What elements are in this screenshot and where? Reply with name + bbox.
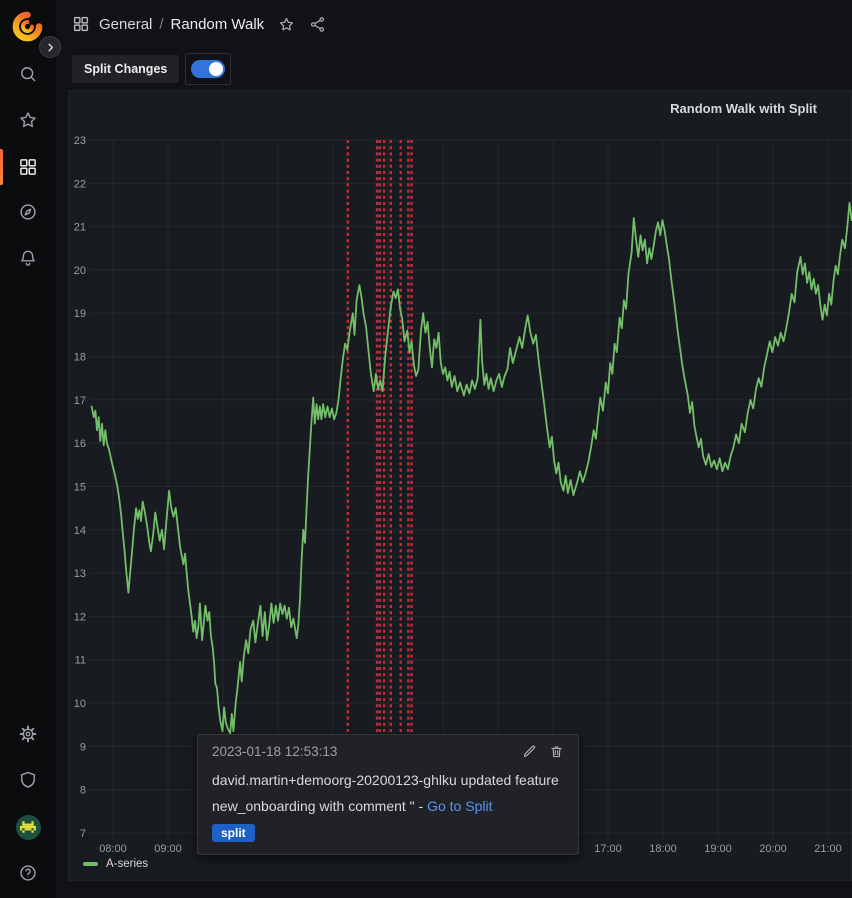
toggle-knob [209,62,224,76]
sidebar [0,0,56,898]
panel-title[interactable]: Random Walk with Split [670,101,817,116]
toggle-pill [191,60,226,78]
annotation-text: david.martin+demoorg-20200123-ghlku upda… [212,767,564,819]
y-tick-label: 19 [74,308,86,320]
y-tick-label: 10 [74,698,86,710]
annotation-tooltip: 2023-01-18 12:53:13 david.martin+demoorg… [197,734,579,855]
series-line-a-series [90,201,852,735]
dashboard-controls-row: Split Changes [56,48,852,90]
explore-compass-icon[interactable] [0,192,56,232]
annotation-timestamp: 2023-01-18 12:53:13 [212,744,338,759]
chevron-right-icon [47,43,53,51]
help-icon[interactable] [0,853,56,893]
breadcrumb-dashboard-title[interactable]: Random Walk [170,15,265,33]
y-tick-label: 12 [74,611,86,623]
split-changes-toggle[interactable] [185,53,232,85]
annotation-tooltip-header: 2023-01-18 12:53:13 [212,744,564,759]
annotation-text-line1: david.martin+demoorg-20200123-ghlku upda… [212,772,559,788]
x-tick-label: 21:00 [814,843,842,855]
profile-avatar[interactable] [0,807,56,847]
legend-item-a-series[interactable]: A-series [83,858,148,870]
breadcrumb-separator: / [159,15,164,33]
timeseries-chart[interactable]: 7 8 9 10 11 12 13 14 15 16 17 18 19 20 21 22 23 08:00 09:0… [69,91,852,855]
avatar-invader-icon [15,814,41,840]
trash-icon [551,746,562,758]
active-section-indicator [0,149,3,185]
y-tick-label: 23 [74,135,86,147]
y-tick-label: 22 [74,178,86,190]
x-tick-label: 18:00 [649,843,677,855]
y-tick-label: 11 [75,655,86,667]
starred-icon[interactable] [0,100,56,140]
breadcrumb-folder[interactable]: General [99,15,153,33]
legend-color-swatch [83,862,98,866]
y-tick-label: 7 [80,828,86,840]
star-dashboard-icon[interactable] [278,16,295,33]
y-tick-label: 21 [74,222,86,234]
x-tick-label: 09:00 [154,843,182,855]
top-navbar: General / Random Walk [56,0,852,48]
alerting-bell-icon[interactable] [0,238,56,278]
search-icon[interactable] [0,54,56,94]
annotation-text-line2: new_onboarding with comment " - [212,798,428,814]
dashboards-grid-icon [72,15,90,33]
share-dashboard-icon[interactable] [309,16,326,33]
y-tick-label: 13 [74,568,86,580]
timeseries-panel: 7 8 9 10 11 12 13 14 15 16 17 18 19 20 21 22 23 08:00 09:0… [68,90,852,881]
x-tick-label: 20:00 [759,843,787,855]
grafana-logo-icon[interactable] [12,11,43,42]
delete-annotation-button[interactable] [549,744,564,759]
x-tick-label: 08:00 [99,843,127,855]
sidebar-expand-button[interactable] [39,36,61,58]
y-tick-label: 15 [74,482,86,494]
y-tick-label: 8 [80,785,86,797]
y-tick-label: 17 [74,395,86,407]
admin-shield-icon[interactable] [0,760,56,800]
y-tick-label: 18 [74,352,86,364]
y-tick-label: 16 [74,438,86,450]
split-changes-control[interactable]: Split Changes [72,55,180,83]
legend-label: A-series [106,858,149,870]
edit-annotation-button[interactable] [522,744,537,759]
y-tick-label: 9 [80,741,86,753]
pencil-icon [523,745,536,758]
go-to-split-link[interactable]: Go to Split [427,798,493,814]
dashboards-icon[interactable] [0,147,56,187]
y-tick-label: 14 [74,525,86,537]
x-tick-label: 17:00 [594,843,622,855]
x-tick-label: 19:00 [704,843,732,855]
configuration-gear-icon[interactable] [0,714,56,754]
y-tick-label: 20 [74,265,86,277]
annotation-tag[interactable]: split [212,824,255,842]
